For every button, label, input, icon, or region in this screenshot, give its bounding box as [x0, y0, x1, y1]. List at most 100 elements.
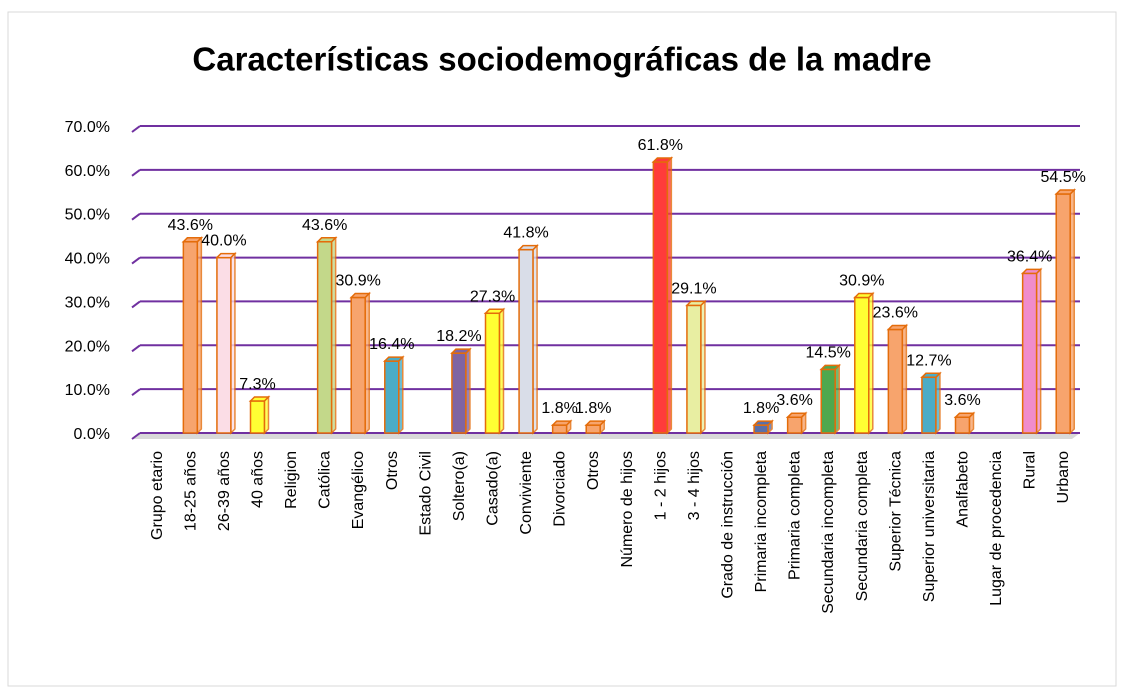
bar	[887, 328, 904, 434]
x-tick-label: Casado(a)	[485, 451, 502, 526]
x-tick-label: 3 - 4 hijos	[686, 451, 703, 520]
data-label: 16.4%	[369, 336, 414, 353]
grid-line	[131, 388, 141, 396]
bar-side	[767, 419, 773, 435]
grid-line	[131, 212, 141, 221]
bar-side	[465, 347, 471, 435]
x-tick-label: Religion	[283, 451, 300, 509]
data-label: 12.7%	[906, 352, 951, 369]
x-tick-label: Estado Civil	[417, 451, 434, 535]
bar	[854, 296, 870, 434]
grid-line	[131, 300, 141, 309]
data-label: 36.4%	[1007, 248, 1052, 265]
bar	[820, 368, 836, 434]
data-label: 1.8%	[575, 400, 611, 417]
data-label: 30.9%	[336, 272, 381, 289]
bar	[1055, 193, 1071, 434]
y-tick-label: 70.0%	[65, 119, 110, 136]
bar-side	[398, 355, 404, 435]
y-tick-label: 10.0%	[65, 382, 110, 399]
y-tick-label: 40.0%	[65, 251, 110, 268]
x-tick-label: Grado de instrucción	[720, 451, 737, 599]
data-label: 1.8%	[541, 400, 577, 417]
bar-side	[1035, 267, 1042, 435]
data-label: 23.6%	[873, 304, 918, 321]
bar	[350, 296, 366, 434]
y-tick-label: 20.0%	[65, 338, 110, 355]
bar	[786, 416, 803, 434]
bar-side	[599, 419, 605, 435]
bar-side	[968, 411, 975, 435]
x-tick-label: Superior universitaria	[921, 451, 938, 602]
bar-side	[666, 156, 673, 435]
x-tick-label: Evangélico	[350, 451, 367, 529]
bar	[686, 304, 702, 434]
bar	[1021, 272, 1038, 434]
x-tick-label: Número de hijos	[619, 451, 636, 568]
bar	[652, 161, 669, 434]
x-tick-label: Lugar de procedencia	[988, 451, 1005, 606]
bar-side	[700, 299, 706, 435]
x-tick-label: 18-25 años	[182, 451, 199, 531]
bar	[316, 241, 333, 434]
grid-line	[131, 256, 141, 265]
x-tick-label: Secundaria incompleta	[820, 451, 837, 614]
floor	[132, 433, 1080, 439]
bar	[216, 256, 232, 434]
data-label: 27.3%	[470, 288, 515, 305]
chart-frame	[7, 11, 1117, 687]
x-tick-label: Otros	[384, 451, 401, 490]
bar-side	[800, 411, 807, 435]
data-label: 14.5%	[806, 344, 851, 361]
bar-side	[1069, 188, 1075, 435]
bar-side	[532, 243, 538, 435]
bar-side	[868, 291, 874, 435]
data-label: 3.6%	[944, 392, 980, 409]
x-tick-label: 26-39 años	[216, 451, 233, 531]
x-tick-label: Conviviente	[518, 451, 535, 535]
x-tick-label: Primaria completa	[787, 451, 804, 580]
bar-side	[935, 371, 941, 435]
data-label: 30.9%	[839, 272, 884, 289]
bar	[551, 424, 568, 434]
x-tick-label: Grupo etario	[149, 451, 166, 540]
data-label: 43.6%	[302, 217, 347, 234]
data-label: 18.2%	[436, 328, 481, 345]
bar-side	[834, 363, 840, 435]
data-label: 43.6%	[168, 217, 213, 234]
grid-line	[131, 125, 141, 133]
data-label: 29.1%	[671, 280, 716, 297]
bar	[451, 352, 467, 434]
grid-line	[131, 432, 141, 440]
data-label: 61.8%	[638, 137, 683, 154]
bar	[753, 424, 769, 434]
y-tick-label: 60.0%	[65, 163, 110, 180]
x-tick-label: 40 años	[250, 451, 267, 508]
x-tick-label: Analfabeto	[955, 451, 972, 528]
grid-line	[131, 344, 141, 353]
x-tick-label: Divorciado	[552, 451, 569, 527]
grid-line	[131, 169, 141, 177]
x-tick-label: Otros	[585, 451, 602, 490]
data-label: 3.6%	[776, 392, 812, 409]
data-label: 41.8%	[503, 225, 548, 242]
data-label: 40.0%	[201, 233, 246, 250]
bar-side	[498, 307, 505, 435]
bar-side	[230, 251, 236, 435]
bar	[518, 248, 534, 434]
bar	[384, 360, 400, 434]
bar	[182, 241, 199, 434]
bar	[249, 400, 266, 434]
bar	[484, 312, 501, 434]
bar-side	[196, 235, 203, 435]
bar-side	[565, 419, 572, 435]
y-tick-label: 30.0%	[65, 294, 110, 311]
bar-side	[901, 323, 908, 435]
bar	[954, 416, 971, 434]
bar	[585, 424, 601, 434]
y-tick-label: 0.0%	[74, 426, 110, 443]
x-tick-label: Rural	[1022, 451, 1039, 489]
bar-side	[330, 235, 337, 435]
bar-side	[263, 395, 270, 435]
x-tick-label: Soltero(a)	[451, 451, 468, 521]
